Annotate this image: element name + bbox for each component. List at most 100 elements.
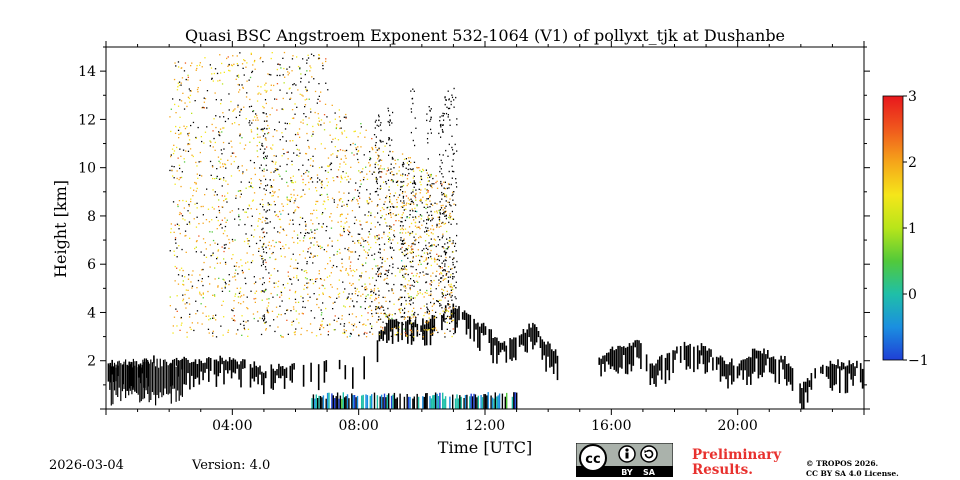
cloud-mark: [759, 350, 762, 375]
aerosol-point: [318, 306, 320, 309]
aerosol-point: [282, 97, 284, 100]
aerosol-point: [228, 274, 230, 276]
aerosol-point: [285, 244, 287, 246]
aerosol-point: [322, 203, 324, 205]
aerosol-point: [449, 237, 451, 239]
streak-mark: [261, 169, 263, 172]
aerosol-point: [264, 289, 267, 292]
aerosol-point: [329, 275, 331, 277]
aerosol-point: [410, 297, 412, 299]
streak-mark: [374, 144, 377, 147]
aerosol-point: [431, 186, 433, 189]
aerosol-point: [425, 267, 427, 270]
aerosol-point: [345, 269, 347, 271]
aerosol-point: [284, 128, 287, 130]
aerosol-point: [338, 292, 341, 295]
aerosol-point: [377, 312, 379, 314]
aerosol-point: [420, 199, 422, 201]
aerosol-point: [222, 334, 224, 336]
aerosol-point: [331, 266, 333, 269]
boundary-layer-mark: [167, 365, 169, 395]
streak-mark: [451, 146, 453, 149]
aerosol-point: [297, 89, 299, 91]
aerosol-point: [170, 231, 172, 234]
aerosol-point: [296, 277, 298, 279]
aerosol-point: [391, 272, 393, 275]
aerosol-point: [173, 316, 176, 318]
aerosol-point: [403, 255, 406, 257]
cloud-mark: [742, 359, 744, 380]
aerosol-point: [415, 199, 417, 201]
aerosol-point: [226, 57, 228, 60]
aerosol-point: [244, 60, 246, 62]
aerosol-point: [198, 223, 200, 225]
aerosol-point: [383, 332, 385, 334]
aerosol-point: [204, 306, 207, 308]
streak-mark: [454, 296, 456, 298]
aerosol-point: [356, 269, 358, 271]
aerosol-point: [363, 323, 365, 325]
aerosol-point: [451, 313, 453, 315]
aerosol-point: [234, 293, 237, 295]
aerosol-point: [316, 303, 318, 306]
aerosol-point: [293, 189, 295, 191]
aerosol-point: [403, 265, 406, 267]
aerosol-point: [182, 294, 184, 296]
streak-mark: [447, 293, 449, 295]
aerosol-point: [291, 160, 293, 162]
aerosol-point: [389, 226, 391, 228]
aerosol-point: [186, 302, 188, 304]
aerosol-point: [234, 279, 237, 281]
boundary-layer-mark: [118, 360, 120, 388]
aerosol-point: [254, 173, 256, 176]
streak-mark: [438, 265, 440, 267]
aerosol-point: [213, 72, 215, 75]
streak-mark: [399, 189, 402, 191]
aerosol-point: [432, 272, 434, 274]
aerosol-point: [369, 170, 371, 173]
streak-mark: [427, 227, 429, 229]
aerosol-point: [356, 288, 358, 290]
aerosol-point: [330, 227, 333, 229]
streak-mark: [427, 309, 429, 311]
aerosol-point: [212, 254, 214, 256]
aerosol-point: [403, 242, 405, 245]
cloud-mark: [840, 362, 843, 371]
streak-mark: [441, 162, 443, 164]
aerosol-point: [361, 285, 363, 287]
aerosol-point: [383, 243, 386, 245]
aerosol-point: [207, 328, 210, 330]
aerosol-point: [242, 301, 245, 303]
low-level-mark: [342, 392, 344, 409]
aerosol-point: [314, 237, 316, 239]
streak-mark: [401, 185, 403, 188]
aerosol-point: [307, 251, 309, 253]
aerosol-point: [435, 175, 437, 177]
aerosol-point: [315, 203, 317, 205]
cloud-mark: [772, 356, 775, 375]
colorbar-tick-label: 2: [908, 155, 917, 171]
aerosol-point: [256, 133, 259, 136]
low-level-mark: [352, 395, 354, 409]
aerosol-point: [256, 208, 258, 210]
aerosol-point: [420, 177, 422, 179]
aerosol-point: [319, 194, 321, 196]
aerosol-point: [428, 218, 430, 220]
aerosol-point: [417, 281, 419, 283]
aerosol-point: [400, 333, 402, 335]
aerosol-point: [356, 301, 358, 303]
aerosol-point: [321, 184, 323, 186]
aerosol-point: [272, 144, 274, 146]
aerosol-point: [195, 183, 197, 185]
cloud-mark: [655, 363, 657, 387]
cloud-mark: [837, 359, 839, 369]
aerosol-point: [334, 137, 336, 140]
aerosol-point: [380, 165, 382, 167]
aerosol-point: [184, 235, 186, 237]
aerosol-point: [383, 208, 385, 211]
aerosol-point: [350, 270, 352, 272]
version-label: Version: 4.0: [192, 458, 271, 473]
aerosol-point: [420, 184, 422, 186]
aerosol-point: [406, 269, 408, 271]
aerosol-point: [228, 290, 231, 292]
